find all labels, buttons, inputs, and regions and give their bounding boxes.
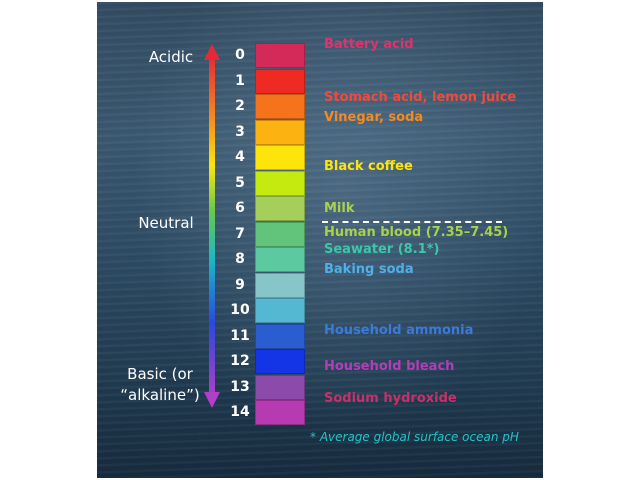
arrow-up-icon <box>204 44 220 60</box>
ph-cell-8 <box>255 247 305 272</box>
example-baking-soda: Baking soda <box>324 262 414 277</box>
neutral-divider-line <box>322 221 502 223</box>
ph-cell-4 <box>255 145 305 170</box>
example-vinegar: Vinegar, soda <box>324 110 424 125</box>
ph-number-7: 7 <box>235 225 245 242</box>
acidic-label: Acidic <box>148 48 194 66</box>
example-ammonia: Household ammonia <box>324 323 474 338</box>
ph-cell-6 <box>255 196 305 221</box>
ph-number-0: 0 <box>235 47 245 63</box>
example-black-coffee: Black coffee <box>324 159 413 174</box>
ph-cell-5 <box>255 170 305 196</box>
ph-number-12: 12 <box>230 353 250 369</box>
ph-number-14: 14 <box>230 404 250 420</box>
example-sodium-hydroxide: Sodium hydroxide <box>324 391 457 406</box>
example-battery-acid: Battery acid <box>324 37 414 52</box>
neutral-label: Neutral <box>138 214 194 232</box>
basic-label-line1: Basic (or <box>127 365 193 383</box>
ph-cell-14 <box>255 400 305 425</box>
ph-cell-0 <box>255 43 305 68</box>
basic-label-line2: “alkaline”) <box>120 386 200 404</box>
basic-label: Basic (or “alkaline”) <box>115 364 205 406</box>
ph-number-5: 5 <box>235 174 245 191</box>
ph-number-4: 4 <box>235 149 245 165</box>
ph-number-8: 8 <box>235 251 245 267</box>
ph-number-2: 2 <box>235 98 245 114</box>
ph-cell-9 <box>255 272 305 298</box>
ph-cell-10 <box>255 298 305 323</box>
ph-gradient-arrow <box>204 44 220 408</box>
example-human-blood: Human blood (7.35–7.45) <box>324 225 509 240</box>
example-milk: Milk <box>324 201 355 216</box>
ph-number-11: 11 <box>230 327 250 344</box>
ph-number-3: 3 <box>235 123 245 140</box>
example-stomach-acid: Stomach acid, lemon juice <box>324 90 517 105</box>
arrow-down-icon <box>204 392 220 408</box>
footnote: * Average global surface ocean pH <box>310 430 519 444</box>
ocean-background <box>97 2 543 478</box>
ph-cell-2 <box>255 94 305 119</box>
ph-cell-11 <box>255 323 305 349</box>
ph-number-10: 10 <box>230 302 250 318</box>
ph-number-9: 9 <box>235 276 245 293</box>
ph-cell-3 <box>255 119 305 145</box>
ph-cell-7 <box>255 221 305 247</box>
example-bleach: Household bleach <box>324 359 455 374</box>
ph-number-1: 1 <box>235 72 245 89</box>
ph-cell-13 <box>255 374 305 400</box>
ph-number-6: 6 <box>235 200 245 216</box>
ph-cell-12 <box>255 349 305 374</box>
ph-cell-1 <box>255 68 305 94</box>
ph-number-13: 13 <box>230 378 250 395</box>
example-seawater: Seawater (8.1*) <box>324 242 440 257</box>
